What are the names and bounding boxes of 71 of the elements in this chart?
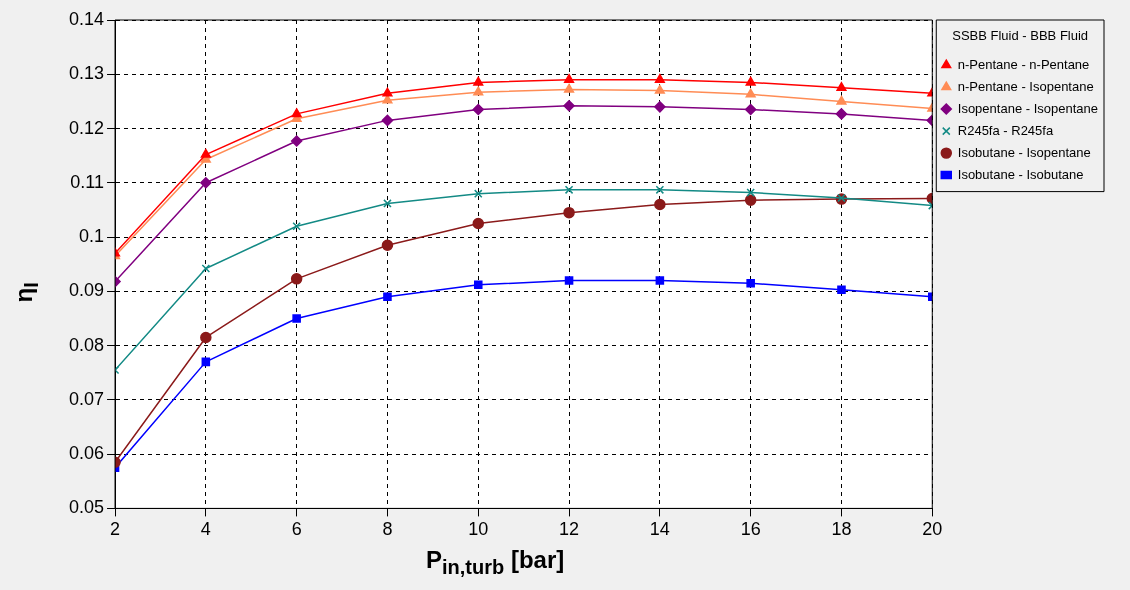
point	[200, 331, 212, 344]
point	[563, 83, 575, 93]
point	[473, 76, 484, 86]
x-tick-label: 4	[200, 519, 211, 540]
x-tick-label: 6	[291, 519, 302, 540]
point	[473, 280, 483, 290]
point	[290, 273, 303, 285]
legend-label: Isobutane - Isobutane	[957, 166, 1084, 182]
point	[654, 73, 665, 83]
point	[564, 185, 574, 195]
x-tick-label: 18	[831, 519, 852, 540]
point	[292, 221, 301, 231]
point	[291, 108, 302, 118]
point	[200, 177, 212, 189]
point	[836, 82, 847, 92]
point	[654, 84, 665, 94]
point	[383, 292, 392, 302]
point	[835, 108, 848, 120]
point	[837, 285, 846, 294]
legend-title: SSBB Fluid - BBB Fluid	[952, 28, 1089, 44]
x-tick-label: 10	[468, 519, 489, 540]
y-tick-label: 0.11	[70, 171, 105, 192]
point	[381, 114, 394, 127]
point	[745, 76, 756, 86]
point	[382, 87, 393, 97]
y-tick-label: 0.14	[68, 8, 105, 29]
legend-label: n-Pentane - n-Pentane	[957, 56, 1090, 72]
point	[655, 185, 665, 195]
x-tick-label: 16	[740, 519, 761, 540]
point	[563, 73, 575, 83]
x-tick-label: 14	[649, 519, 670, 540]
y-tick-label: 0.06	[68, 443, 105, 464]
y-tick-label: 0.09	[68, 280, 105, 301]
y-tick-label: 0.08	[68, 334, 105, 355]
y-tick-label: 0.1	[79, 226, 105, 247]
point	[472, 103, 484, 116]
point	[563, 206, 575, 219]
y-tick-label: 0.12	[68, 117, 105, 138]
point	[745, 88, 756, 98]
point	[744, 103, 757, 116]
point	[290, 135, 303, 147]
point	[201, 264, 211, 273]
legend-label: Isobutane - Isopentane	[957, 144, 1091, 160]
point	[292, 314, 301, 323]
legend-label: n-Pentane - Isopentane	[957, 78, 1094, 94]
x-axis-title: P$_{in,turb}$ [bar]	[426, 546, 565, 579]
x-tick-label: 2	[110, 519, 121, 540]
point	[201, 357, 211, 367]
x-tick-label: 20	[922, 519, 943, 540]
y-tick-label: 0.07	[68, 388, 105, 409]
y-tick-label: 0.13	[68, 63, 105, 84]
legend-label: R245fa - R245fa	[957, 122, 1054, 138]
legend-label: Isopentane - Isopentane	[957, 100, 1099, 116]
point	[200, 148, 211, 158]
point	[836, 95, 847, 105]
point	[381, 239, 394, 251]
point	[473, 86, 484, 96]
point	[654, 101, 666, 113]
point	[744, 194, 757, 206]
y-tick-label: 0.05	[68, 497, 105, 518]
point	[564, 276, 574, 285]
point	[473, 189, 483, 198]
point	[472, 217, 484, 230]
point	[563, 99, 575, 112]
x-tick-label: 8	[382, 519, 393, 540]
point	[383, 199, 392, 208]
point	[746, 278, 755, 288]
point	[746, 188, 755, 197]
point	[655, 276, 665, 285]
point	[654, 198, 666, 211]
x-tick-label: 12	[559, 519, 580, 540]
